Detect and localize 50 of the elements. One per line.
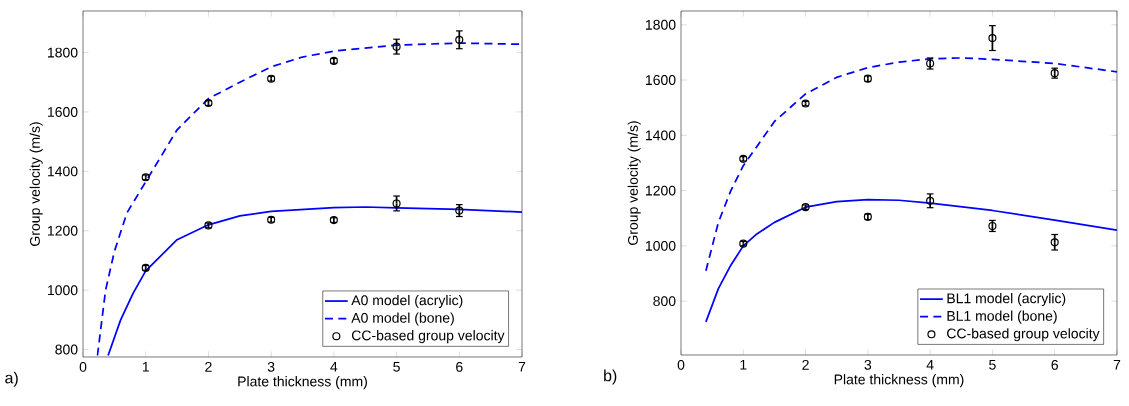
text: b) — [604, 369, 617, 385]
x-tick-label: 5 — [393, 361, 400, 372]
x-tick-label: 5 — [989, 359, 996, 370]
legend-label: A0 model (bone) — [351, 312, 454, 326]
x-axis-title: Plate thickness (mm) — [238, 376, 367, 390]
line-series — [705, 198, 1117, 323]
x-tick-label: 4 — [926, 359, 934, 370]
x-tick-label: 0 — [677, 359, 685, 370]
y-tick-label: 1000 — [48, 285, 78, 296]
x-axis-title: Plate thickness (mm) — [834, 374, 964, 388]
y-tick-label: 1800 — [48, 47, 78, 58]
point — [1050, 238, 1059, 247]
x-tick-label: 1 — [740, 359, 747, 370]
point — [392, 42, 401, 51]
y-tick-label: 1600 — [48, 107, 78, 117]
x-tick-label: 0 — [79, 361, 87, 372]
line-series — [96, 42, 522, 357]
x-tick-label: 7 — [518, 361, 526, 372]
point — [926, 196, 935, 205]
legend-label: CC-based group velocity — [947, 328, 1100, 342]
y-tick-label: 1200 — [48, 225, 78, 236]
legend-label: CC-based group velocity — [351, 330, 505, 344]
y-tick-label: 1400 — [645, 130, 676, 141]
y-tick-label: 1800 — [645, 19, 676, 30]
line-series — [705, 57, 1117, 272]
x-tick-label: 3 — [267, 361, 275, 372]
y-tick-label: 800 — [55, 344, 78, 355]
x-tick-label: 7 — [1113, 359, 1121, 370]
text: a) — [5, 371, 18, 387]
x-tick-label: 2 — [205, 361, 212, 372]
y-tick-label: 800 — [653, 296, 676, 307]
x-tick-label: 2 — [802, 359, 809, 370]
legend-label: BL1 model (acrylic) — [947, 293, 1066, 307]
y-tick-label: 1600 — [645, 75, 676, 86]
x-tick-label: 3 — [864, 359, 872, 370]
legend-label: BL1 model (bone) — [947, 310, 1057, 324]
x-tick-label: 6 — [456, 361, 463, 372]
point — [988, 34, 997, 43]
point — [392, 199, 401, 208]
point — [455, 35, 464, 44]
x-tick-label: 1 — [142, 361, 149, 372]
y-tick-label: 1200 — [645, 185, 676, 196]
legend-label: A0 model (acrylic) — [351, 294, 463, 308]
x-tick-label: 4 — [330, 361, 338, 372]
y-axis-title: Group velocity (m/s) — [627, 121, 641, 245]
line-series — [107, 206, 522, 357]
y-axis-title: Group velocity (m/s) — [29, 122, 43, 246]
x-tick-label: 6 — [1051, 359, 1058, 370]
y-tick-label: 1000 — [645, 240, 676, 251]
y-tick-label: 1400 — [48, 166, 78, 177]
